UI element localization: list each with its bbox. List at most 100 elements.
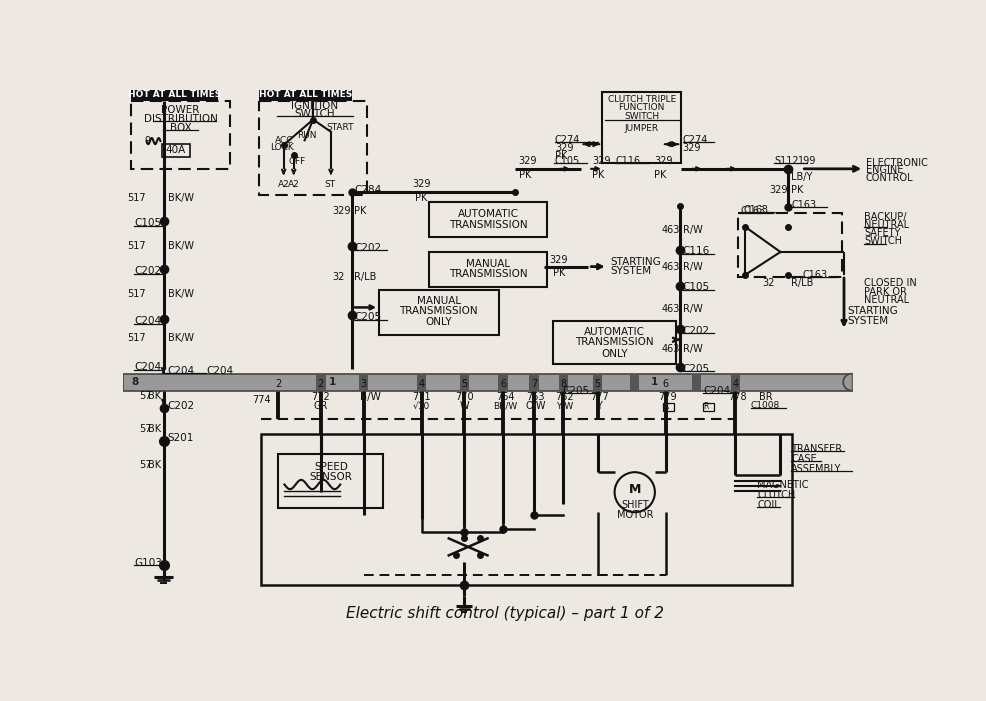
Text: 2: 2 — [275, 379, 281, 388]
Bar — [559, 374, 568, 390]
Text: C116: C116 — [682, 246, 710, 256]
Text: JUMPER: JUMPER — [625, 123, 659, 132]
Text: A2: A2 — [278, 179, 290, 189]
Text: SYSTEM: SYSTEM — [847, 316, 888, 326]
Text: PK: PK — [415, 193, 428, 203]
Text: FUNCTION: FUNCTION — [618, 104, 665, 112]
Text: AUTOMATIC: AUTOMATIC — [458, 210, 519, 219]
Text: C205: C205 — [682, 364, 710, 374]
Text: 463: 463 — [661, 304, 679, 314]
Text: 4: 4 — [733, 379, 739, 388]
Text: COIL: COIL — [757, 500, 780, 510]
Bar — [261, 435, 792, 585]
Text: PK: PK — [354, 206, 367, 216]
Text: SWITCH: SWITCH — [295, 109, 335, 119]
Text: CLOSED IN: CLOSED IN — [864, 278, 917, 288]
Text: 329: 329 — [593, 156, 610, 166]
Text: IGNITION: IGNITION — [291, 102, 338, 111]
Text: C1008: C1008 — [751, 402, 780, 411]
Text: 774: 774 — [251, 395, 270, 404]
Text: 463: 463 — [661, 226, 679, 236]
Bar — [459, 374, 469, 390]
Bar — [379, 290, 499, 335]
Text: 1: 1 — [329, 377, 336, 387]
Text: PK: PK — [555, 151, 567, 161]
Text: C202: C202 — [682, 325, 710, 336]
Text: MAGNETIC: MAGNETIC — [757, 479, 809, 489]
Text: 463: 463 — [661, 262, 679, 273]
Text: 32: 32 — [762, 278, 775, 288]
Text: 762: 762 — [556, 392, 574, 402]
Bar — [429, 202, 547, 238]
Text: AUTOMATIC: AUTOMATIC — [584, 327, 645, 337]
Text: ELECTRONIC: ELECTRONIC — [866, 158, 928, 168]
Text: BK: BK — [148, 461, 161, 470]
Text: 517: 517 — [127, 193, 146, 203]
Text: BK/W: BK/W — [169, 289, 194, 299]
Text: GR: GR — [314, 401, 328, 411]
Text: MANUAL: MANUAL — [417, 297, 460, 306]
Text: C163: C163 — [743, 205, 768, 215]
Text: 2: 2 — [317, 379, 324, 388]
Bar — [498, 374, 508, 390]
Text: 5: 5 — [595, 379, 600, 388]
Text: START: START — [326, 123, 354, 132]
Text: R/LB: R/LB — [792, 278, 813, 288]
Text: C274: C274 — [555, 135, 581, 144]
Text: CASE: CASE — [792, 454, 817, 464]
Text: G103: G103 — [134, 558, 162, 568]
Text: C204: C204 — [134, 316, 162, 326]
Text: Y: Y — [597, 401, 602, 411]
Text: BACKUP/: BACKUP/ — [864, 212, 907, 222]
Text: 6: 6 — [500, 379, 506, 388]
Text: PK: PK — [593, 170, 604, 180]
Text: C163: C163 — [740, 206, 765, 216]
Text: C105: C105 — [682, 283, 710, 292]
Text: Y/W: Y/W — [556, 402, 574, 411]
Text: ENGINE: ENGINE — [866, 165, 903, 175]
Text: SYSTEM: SYSTEM — [610, 266, 652, 276]
Text: TRANSMISSION: TRANSMISSION — [449, 220, 528, 230]
Text: HOT AT ALL TIMES: HOT AT ALL TIMES — [258, 90, 352, 100]
Text: BK/W: BK/W — [169, 193, 194, 203]
Text: CONTROL: CONTROL — [866, 173, 913, 183]
Text: STARTING: STARTING — [610, 257, 662, 267]
Bar — [429, 252, 547, 287]
Text: 772: 772 — [312, 392, 330, 402]
Bar — [317, 374, 325, 390]
Text: 8: 8 — [560, 379, 567, 388]
Text: C205: C205 — [563, 386, 590, 395]
Text: C116: C116 — [615, 156, 641, 166]
Text: 771: 771 — [412, 392, 431, 402]
Text: PK: PK — [519, 170, 530, 180]
Text: O/W: O/W — [526, 401, 546, 411]
Text: C284: C284 — [354, 184, 382, 195]
Text: SWITCH: SWITCH — [624, 112, 660, 121]
Text: R: R — [703, 402, 709, 411]
Text: Electric shift control (typical) – part 1 of 2: Electric shift control (typical) – part … — [346, 606, 665, 621]
Text: R/W: R/W — [682, 304, 703, 314]
Text: PK: PK — [552, 268, 565, 278]
Text: 3: 3 — [361, 379, 367, 388]
Text: C163: C163 — [803, 270, 827, 280]
Text: 199: 199 — [798, 156, 815, 166]
Text: C202: C202 — [168, 401, 194, 411]
Text: R/W: R/W — [682, 226, 703, 236]
Text: 57: 57 — [139, 461, 151, 470]
Text: 1: 1 — [651, 377, 658, 387]
Text: 7: 7 — [530, 379, 537, 388]
Text: 5: 5 — [461, 379, 467, 388]
Text: BK/W: BK/W — [169, 241, 194, 251]
Text: 763: 763 — [527, 392, 545, 402]
Text: 57: 57 — [139, 391, 151, 401]
Text: ASSEMBLY: ASSEMBLY — [792, 464, 842, 474]
Text: BK: BK — [148, 424, 161, 434]
Text: NEUTRAL: NEUTRAL — [864, 220, 909, 230]
Bar — [131, 101, 230, 169]
Text: BOX: BOX — [170, 123, 191, 133]
Text: 778: 778 — [728, 392, 746, 402]
Bar — [593, 374, 602, 390]
Text: 329: 329 — [519, 156, 537, 166]
Text: M: M — [628, 484, 641, 496]
Text: C204: C204 — [206, 365, 234, 376]
